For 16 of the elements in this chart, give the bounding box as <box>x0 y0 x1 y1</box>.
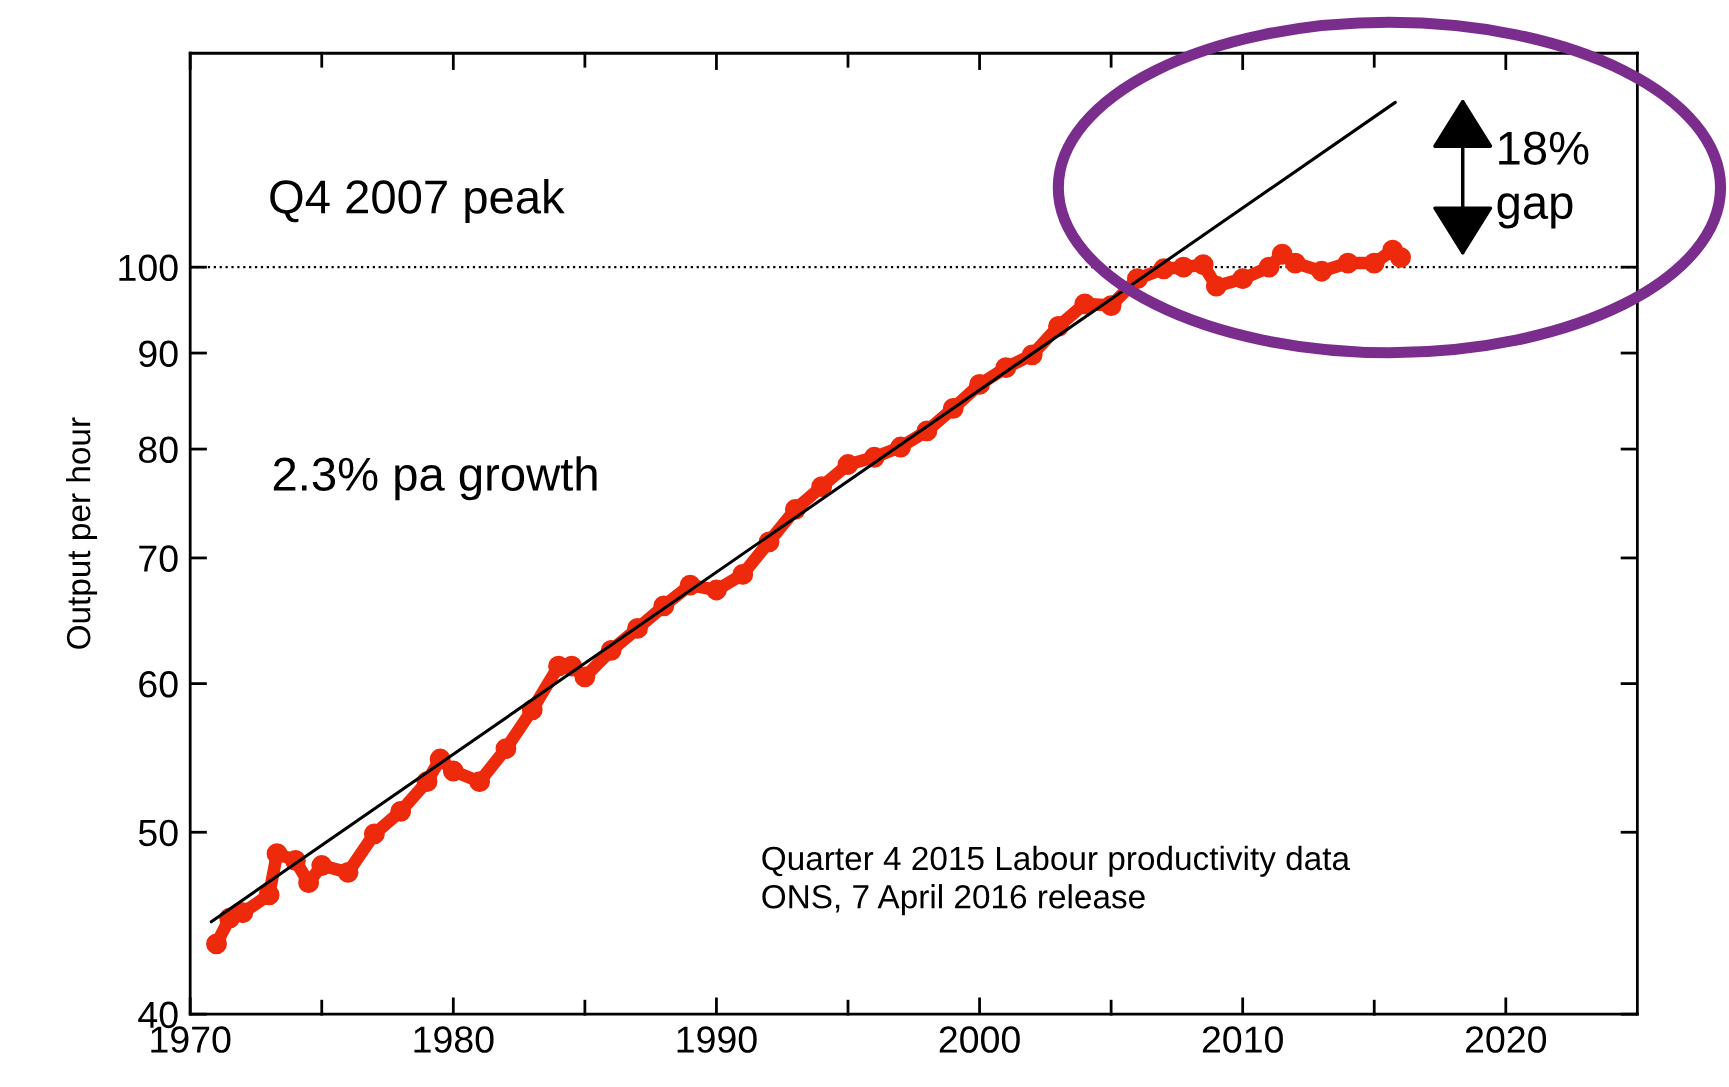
y-axis-title: Output per hour <box>66 417 98 649</box>
y-tick-label: 60 <box>139 671 178 698</box>
x-tick-label: 1980 <box>414 1026 494 1053</box>
annotation: Q4 2007 peak <box>270 179 565 224</box>
y-tick-label: 100 <box>119 254 178 282</box>
y-tick-label: 50 <box>138 819 178 847</box>
y-tick-label: 70 <box>139 545 178 572</box>
y-tick-label: 80 <box>139 436 178 464</box>
annotation: 2.3% pa growth <box>273 456 597 501</box>
x-tick-label: 1990 <box>677 1026 757 1053</box>
annotation: 18% gap <box>1497 131 1589 229</box>
x-tick-label: 2000 <box>939 1026 1020 1053</box>
y-tick-label: 90 <box>139 340 178 368</box>
x-tick-label: 2020 <box>1465 1026 1547 1053</box>
annotation: Quarter 4 2015 Labour productivity data ONS, 7 April 2016 release <box>762 845 1351 916</box>
x-tick-label: 2010 <box>1202 1026 1283 1053</box>
